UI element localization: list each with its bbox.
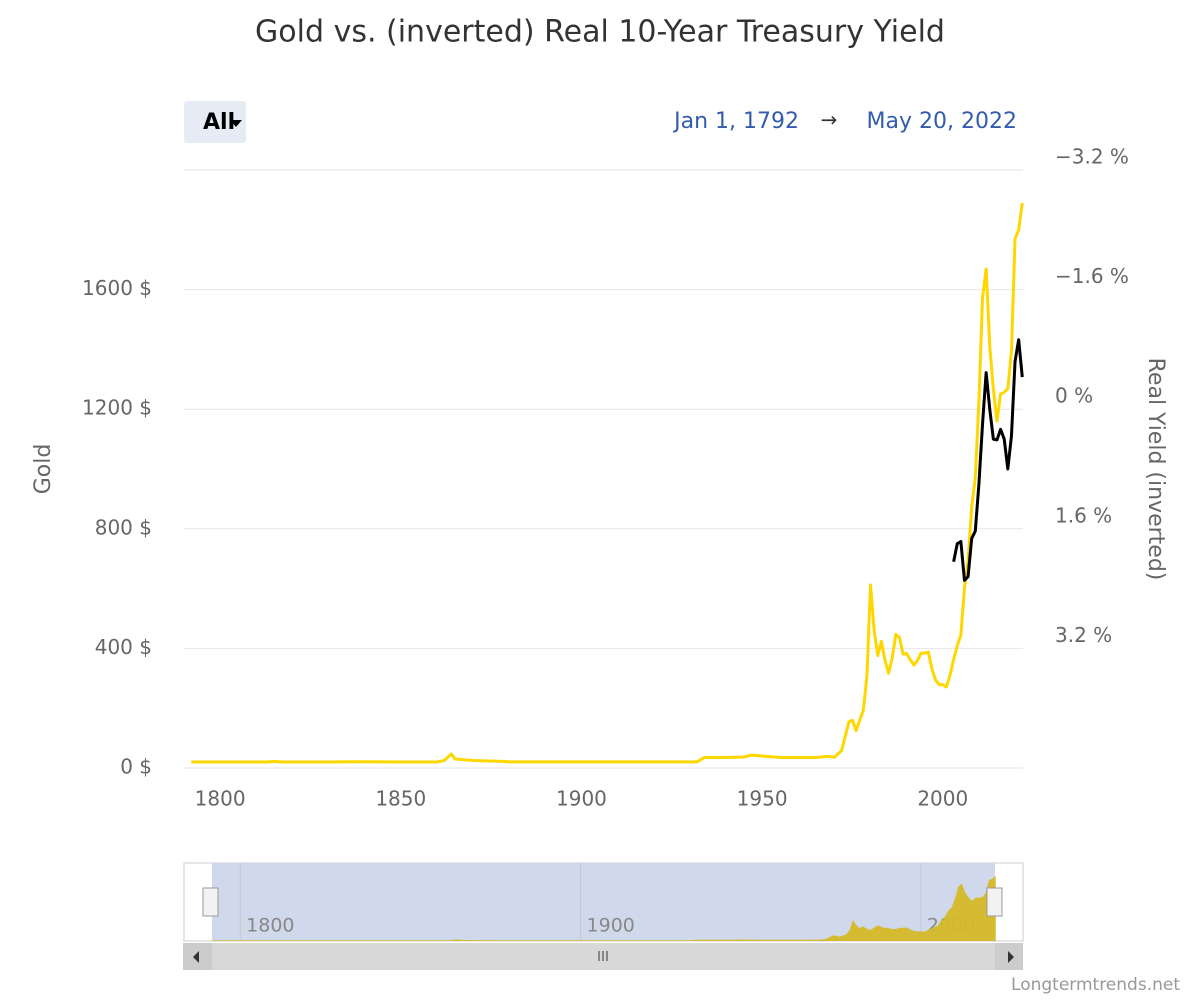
y-tick-label: 800 $ [95,515,152,539]
series-line [952,338,1024,582]
y-tick-label: 1200 $ [82,396,152,420]
x-tick-label: 2000 [917,787,968,811]
y-tick-label: 400 $ [95,635,152,659]
y2-tick-label: 0 % [1055,384,1093,408]
chart-title: Gold vs. (inverted) Real 10-Year Treasur… [255,15,945,50]
range-button[interactable]: All [203,110,235,135]
x-tick-label: 1800 [195,787,246,811]
dropdown-caret[interactable] [230,120,242,127]
range-start[interactable]: Jan 1, 1792 [672,109,799,134]
credit[interactable]: Longtermtrends.net [1011,975,1180,995]
y-tick-label: 0 $ [120,755,152,779]
range-button-bg[interactable] [184,101,246,143]
y2-tick-label: −3.2 % [1055,145,1129,169]
navigator-tick-label: 1800 [246,915,294,937]
x-tick-label: 1950 [737,787,788,811]
navigator-area [212,875,996,941]
navigator-tick-label: 1900 [587,915,635,937]
y-axis-title: Gold [31,444,56,495]
x-tick-label: 1900 [556,787,607,811]
series-line [191,202,1024,764]
navigator: 180019002000 [212,863,996,941]
navigator-handle-left[interactable] [202,887,219,917]
y2-tick-label: −1.6 % [1055,264,1129,288]
range-arrow: → [821,108,838,132]
y-tick-label: 1600 $ [82,276,152,300]
y2-axis-title: Real Yield (inverted) [1143,358,1168,581]
y2-tick-label: 3.2 % [1055,623,1112,647]
scrollbar-grip [598,951,608,961]
y2-tick-label: 1.6 % [1055,503,1112,527]
x-tick-label: 1850 [375,787,426,811]
range-end[interactable]: May 20, 2022 [867,109,1017,134]
navigator-handle-right[interactable] [986,887,1003,917]
